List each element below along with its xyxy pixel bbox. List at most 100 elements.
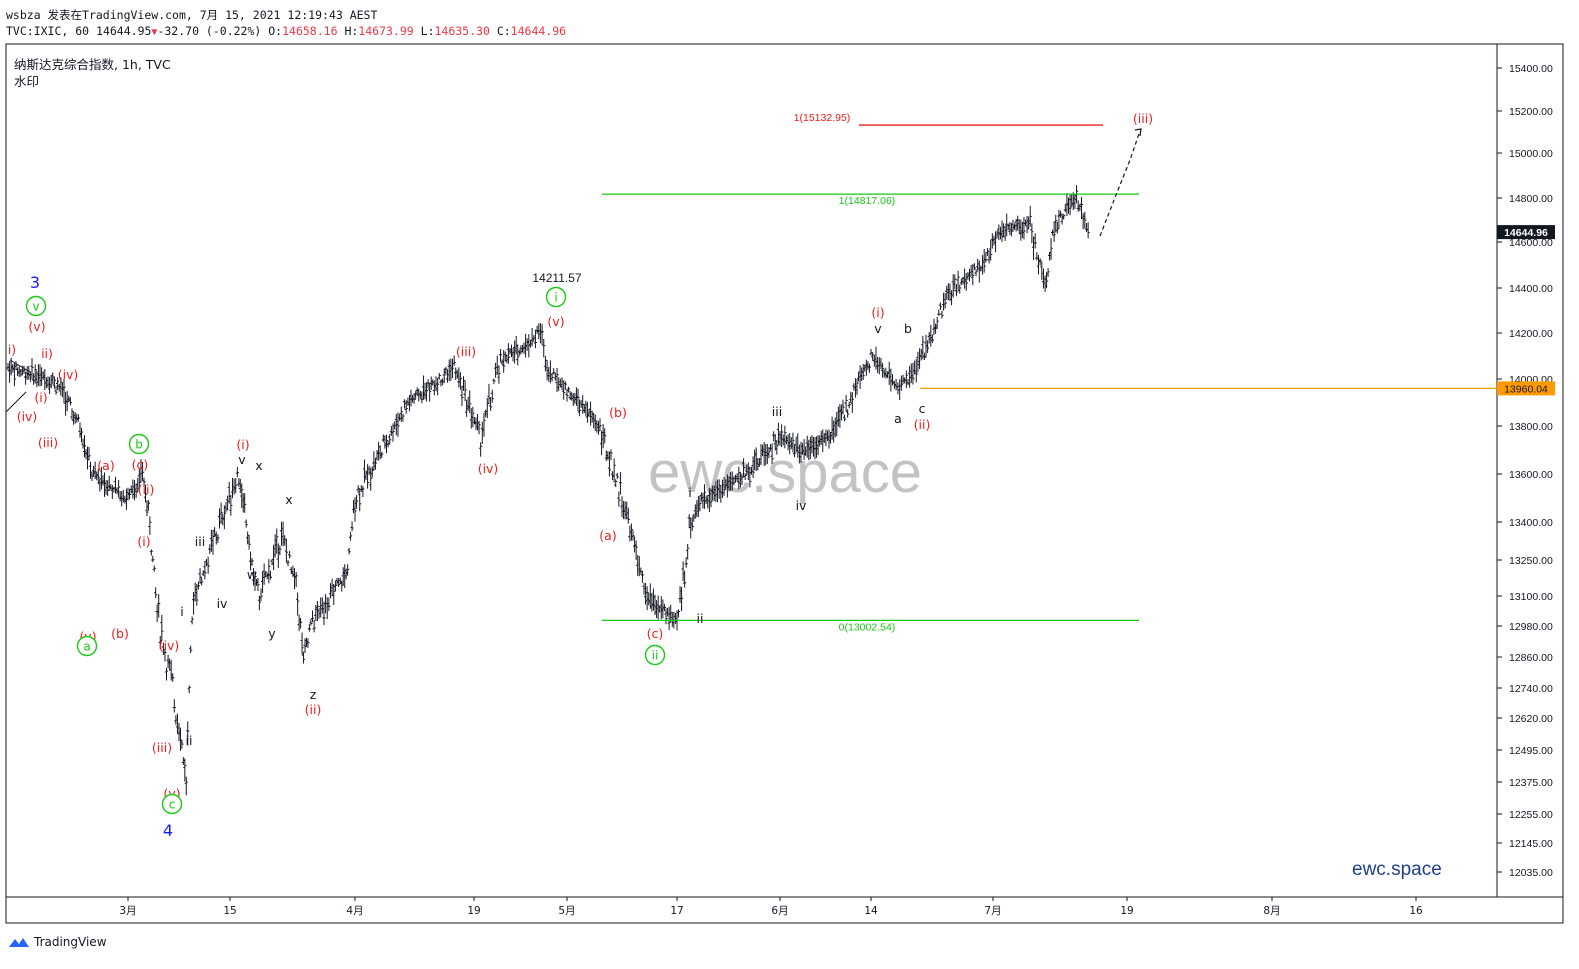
wave-label: (ii)	[305, 702, 322, 717]
watermark-big: ewc.space	[648, 440, 922, 505]
wave-label: v	[874, 321, 882, 336]
wave-label: (iii)	[38, 435, 58, 450]
publish-info: wsbza 发表在TradingView.com, 7月 15, 2021 12…	[6, 8, 378, 22]
y-tick-label: 14600.00	[1509, 237, 1553, 249]
projection-line	[1099, 130, 1141, 237]
wave-label: ii	[697, 611, 704, 626]
trendline	[5, 391, 27, 413]
close-label: C:	[496, 24, 511, 38]
y-tick-label: 15000.00	[1509, 148, 1553, 160]
projection-arrow-icon	[1134, 128, 1142, 137]
x-tick-label: 4月	[346, 905, 363, 917]
brand-label: ewc.space	[1352, 859, 1442, 880]
x-tick-label: 14	[864, 905, 878, 917]
level-label: 1(14817.06)	[839, 195, 896, 207]
wave-label: (v)	[547, 314, 564, 329]
wave-label: (iii)	[152, 740, 172, 755]
wave-label: (i)	[871, 305, 884, 320]
y-tick-label: 13250.00	[1509, 555, 1553, 567]
high-value: 14673.99	[358, 24, 414, 38]
wave-label: (iv)	[159, 638, 180, 653]
wave-label: (iii)	[456, 344, 476, 359]
wave-label: v	[32, 300, 39, 314]
y-tick-label: 12980.00	[1509, 621, 1553, 633]
wave-label-circle	[128, 433, 150, 455]
x-tick-label: 15	[223, 905, 236, 917]
x-tick-label: 16	[1409, 905, 1423, 917]
wave-label: b	[135, 438, 143, 452]
wave-label: w	[247, 567, 257, 582]
wave-label-circle	[545, 286, 567, 308]
current-price-text: 14644.96	[1504, 227, 1548, 239]
last-price: 14644.95	[96, 24, 152, 38]
wave-label: i	[180, 604, 183, 619]
wave-label: x	[285, 492, 292, 507]
y-tick-label: 12620.00	[1509, 713, 1553, 725]
y-tick-label: 12255.00	[1509, 809, 1553, 821]
wave-label: ii)	[41, 346, 53, 361]
wave-label: iv	[217, 596, 228, 611]
x-tick-label: 19	[467, 905, 480, 917]
x-tick-label: 6月	[771, 905, 788, 917]
wave-label: c	[919, 401, 926, 416]
wave-label: (i)	[34, 390, 47, 405]
y-tick-label: 12495.00	[1509, 745, 1553, 757]
y-tick-label: 13400.00	[1509, 517, 1553, 529]
wave-label: x	[255, 458, 262, 473]
wave-label: i	[554, 291, 557, 305]
watermark-small: 水印	[14, 74, 40, 89]
y-tick-label: 12145.00	[1509, 838, 1553, 850]
wave-label: ii	[652, 649, 659, 663]
current-price-tag	[1497, 225, 1555, 240]
close-value: 14644.96	[510, 24, 567, 38]
change-value: -32.70 (-0.22%)	[157, 24, 262, 38]
wave-label: (c)	[132, 457, 149, 472]
x-tick-label: 3月	[119, 905, 136, 917]
wave-label: 4	[163, 821, 173, 840]
wave-label-circle	[76, 635, 98, 657]
tradingview-label: TradingView	[34, 935, 107, 949]
peak-price-label: 14211.57	[532, 271, 581, 285]
y-tick-label: 12740.00	[1509, 683, 1553, 695]
tradingview-icon	[9, 938, 29, 947]
y-tick-label: 14800.00	[1509, 193, 1553, 205]
open-value: 14658.16	[282, 24, 338, 38]
wave-label: (iv)	[478, 461, 499, 476]
wave-label: (iv)	[58, 367, 79, 382]
wave-label-circle	[25, 295, 47, 317]
symbol-interval: TVC:IXIC, 60	[6, 24, 90, 38]
y-tick-label: 12375.00	[1509, 777, 1553, 789]
wave-label: (i)	[137, 534, 150, 549]
y-tick-label: 14400.00	[1509, 283, 1553, 295]
wave-label: (ii)	[914, 417, 931, 432]
wave-label: iii	[772, 404, 782, 419]
x-tick-label: 7月	[984, 905, 1001, 917]
wave-label-circle	[644, 644, 666, 666]
wave-label: (a)	[97, 458, 114, 473]
y-tick-label: 13600.00	[1509, 469, 1553, 481]
wave-label: (a)	[599, 528, 616, 543]
y-tick-label: 13800.00	[1509, 421, 1553, 433]
wave-label: z	[310, 687, 317, 702]
wave-label: a	[83, 640, 90, 654]
wave-label: (c)	[647, 626, 664, 641]
wave-label: y	[268, 626, 276, 641]
y-tick-label: 15200.00	[1509, 106, 1553, 118]
level-price-tag	[1497, 381, 1555, 396]
x-tick-label: 19	[1120, 905, 1133, 917]
y-tick-label: 15400.00	[1509, 63, 1553, 75]
x-tick-label: 5月	[558, 905, 575, 917]
time-axis-frame	[5, 896, 1564, 924]
wave-label: c	[169, 798, 176, 812]
trendline	[9, 359, 31, 373]
wave-label: (b)	[111, 626, 129, 641]
x-tick-label: 8月	[1263, 905, 1280, 917]
wave-label: b	[904, 321, 912, 336]
wave-label: (v)	[28, 319, 45, 334]
tradingview-logo[interactable]: TradingView	[8, 935, 107, 949]
wave-label: (ii)	[138, 482, 155, 497]
wave-label: (iii)	[1133, 111, 1153, 126]
symbol-title: 纳斯达克综合指数, 1h, TVC	[14, 57, 171, 72]
level-label: 0(13002.54)	[839, 621, 896, 633]
